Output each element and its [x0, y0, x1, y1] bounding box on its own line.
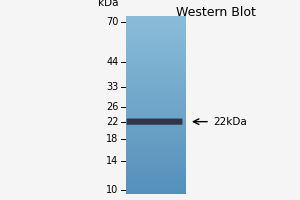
Text: 33: 33	[106, 82, 118, 92]
Text: 18: 18	[106, 134, 118, 144]
Text: 14: 14	[106, 156, 118, 166]
Text: 70: 70	[106, 17, 118, 27]
Text: kDa: kDa	[98, 0, 119, 8]
Text: 26: 26	[106, 102, 118, 112]
Text: 22kDa: 22kDa	[213, 117, 247, 127]
Text: 44: 44	[106, 57, 118, 67]
FancyBboxPatch shape	[127, 119, 182, 125]
Text: 10: 10	[106, 185, 118, 195]
Text: 22: 22	[106, 117, 118, 127]
Text: Western Blot: Western Blot	[176, 6, 256, 19]
